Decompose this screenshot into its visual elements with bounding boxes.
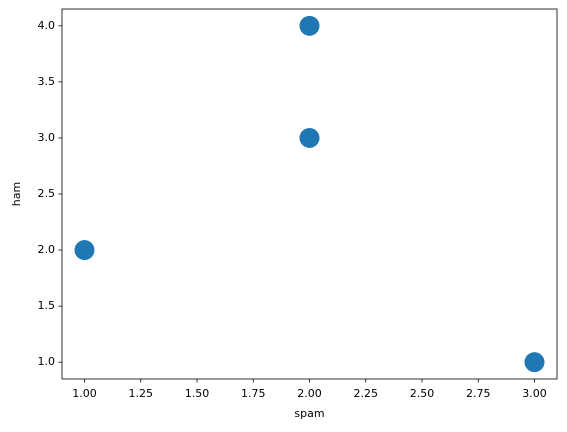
x-tick-label: 3.00 [522, 387, 547, 400]
point [299, 127, 320, 148]
x-tick-label: 2.50 [410, 387, 435, 400]
y-tick-label: 2.0 [38, 243, 56, 256]
x-tick-label: 2.75 [466, 387, 491, 400]
y-tick-label: 2.5 [38, 187, 56, 200]
y-tick-label: 1.5 [38, 299, 56, 312]
plot-frame [61, 8, 558, 380]
x-tick-label: 1.50 [185, 387, 210, 400]
point [299, 15, 320, 36]
y-tick-label: 3.0 [38, 131, 56, 144]
x-tick-label: 1.25 [129, 387, 154, 400]
y-tick-label: 3.5 [38, 75, 56, 88]
point [524, 352, 545, 373]
point [74, 240, 95, 261]
y-tick-label: 4.0 [38, 19, 56, 32]
y-axis-label: ham [10, 182, 23, 206]
x-axis-label: spam [294, 407, 324, 420]
y-tick-label: 1.0 [38, 355, 56, 368]
x-tick-label: 1.00 [72, 387, 97, 400]
x-tick-label: 2.00 [297, 387, 322, 400]
x-tick-label: 1.75 [241, 387, 266, 400]
x-tick-label: 2.25 [354, 387, 379, 400]
